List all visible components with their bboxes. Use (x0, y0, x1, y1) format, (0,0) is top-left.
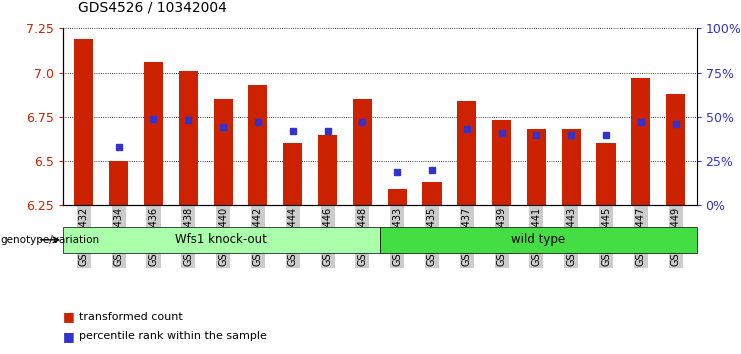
Text: genotype/variation: genotype/variation (1, 235, 100, 245)
Text: percentile rank within the sample: percentile rank within the sample (79, 331, 268, 341)
Bar (283, 143, 302, 205)
Bar (353, 99, 372, 205)
Bar (109, 161, 128, 205)
Bar (63, 227, 379, 253)
Text: GDS4526 / 10342004: GDS4526 / 10342004 (78, 0, 227, 14)
Bar (527, 129, 546, 205)
Bar (318, 135, 337, 205)
Text: wild type: wild type (511, 233, 565, 246)
Bar (631, 78, 651, 205)
Bar (457, 101, 476, 205)
Text: transformed count: transformed count (79, 312, 183, 322)
Text: ■: ■ (63, 310, 75, 323)
Bar (248, 85, 268, 205)
Bar (74, 39, 93, 205)
Bar (422, 182, 442, 205)
Bar (388, 189, 407, 205)
Text: ■: ■ (63, 330, 75, 343)
Bar (213, 99, 233, 205)
Bar (379, 227, 697, 253)
Bar (179, 71, 198, 205)
Text: Wfs1 knock-out: Wfs1 knock-out (176, 233, 268, 246)
Bar (562, 129, 581, 205)
Bar (666, 94, 685, 205)
Bar (597, 143, 616, 205)
Bar (144, 62, 163, 205)
Bar (492, 120, 511, 205)
